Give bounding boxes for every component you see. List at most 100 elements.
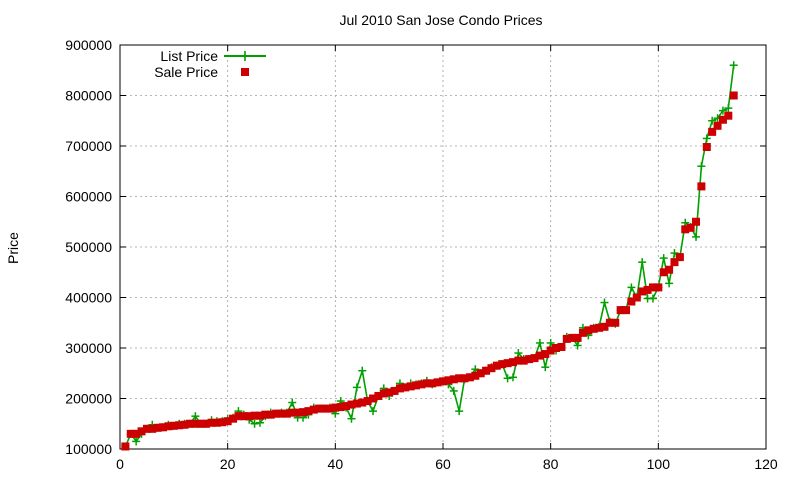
sale-price-point (632, 293, 641, 302)
sale-price-point (562, 334, 571, 343)
list-price-point (708, 116, 717, 125)
sale-price-point (148, 424, 157, 433)
sale-price-point (282, 409, 291, 418)
sale-price-point (476, 369, 485, 378)
sale-price-point (342, 402, 351, 411)
sale-price-point (202, 419, 211, 428)
sale-price-point (288, 408, 297, 417)
sale-price-point (401, 383, 410, 392)
sale-price-point (229, 414, 238, 423)
sale-price-point (169, 421, 178, 430)
sale-price-point (654, 283, 663, 292)
sale-price-point (508, 358, 517, 367)
sale-price-point (239, 412, 248, 421)
list-price-point (541, 363, 550, 372)
sale-price-point (363, 397, 372, 406)
x-tick-label: 0 (116, 456, 124, 472)
sale-price-point (648, 283, 657, 292)
sale-price-point (681, 225, 690, 234)
sale-price-point (675, 253, 684, 262)
sale-price-point (218, 418, 227, 427)
y-tick-label: 800000 (65, 88, 112, 104)
sale-price-point (686, 223, 695, 232)
sale-price-point (573, 333, 582, 342)
sale-price-point (702, 143, 711, 152)
list-price-point (132, 437, 141, 446)
sale-price-point (471, 371, 480, 380)
sale-price-point (395, 384, 404, 393)
sale-price-point (514, 356, 523, 365)
sale-price-point (428, 379, 437, 388)
y-tick-label: 200000 (65, 391, 112, 407)
y-tick-label: 100000 (65, 441, 112, 457)
sale-price-point (589, 324, 598, 333)
legend-marker-list-price (240, 51, 250, 61)
list-price-point (573, 341, 582, 350)
sale-price-point (433, 378, 442, 387)
grid (120, 45, 766, 449)
list-price-point (352, 383, 361, 392)
sale-price-point (568, 333, 577, 342)
list-price-point (546, 338, 555, 347)
legend-label-sale-price: Sale Price (154, 64, 218, 80)
sale-price-point (616, 306, 625, 315)
sale-price-point (670, 258, 679, 267)
sale-price-point (325, 404, 334, 413)
sale-price-point (439, 377, 447, 386)
sale-price-point (482, 366, 491, 375)
sale-price-point (137, 427, 146, 436)
sale-price-point (212, 418, 221, 427)
sale-price-point (385, 388, 394, 397)
sale-price-point (600, 322, 609, 331)
sale-price-point (164, 422, 173, 431)
list-price-point (718, 106, 727, 115)
sale-price-point (358, 398, 367, 407)
list-price-point (369, 407, 378, 416)
sale-price-point (417, 380, 426, 389)
y-tick-label: 400000 (65, 290, 112, 306)
sale-price-point (261, 410, 270, 419)
list-price-point (503, 374, 512, 383)
sale-price-point (535, 351, 544, 360)
sale-price-point (132, 429, 141, 438)
sale-price-point (713, 121, 722, 130)
sale-price-point (503, 359, 512, 368)
list-price-point (288, 398, 297, 407)
sale-price-point (352, 399, 361, 408)
list-price-point (659, 254, 668, 263)
sale-price-point (465, 373, 474, 382)
y-tick-label: 300000 (65, 340, 112, 356)
list-price-point (697, 162, 706, 171)
x-tick-label: 100 (647, 456, 671, 472)
list-price-point (724, 104, 733, 113)
y-axis-label: Price (5, 232, 21, 264)
sale-price-point (422, 379, 431, 388)
list-price-point (449, 386, 458, 395)
sale-price-point (627, 297, 636, 306)
sale-price-point (272, 409, 281, 418)
legend-label-list-price: List Price (160, 48, 218, 64)
sale-price-point (718, 115, 727, 124)
legend-marker-sale-price (241, 68, 249, 76)
sale-price-point (643, 285, 652, 294)
plot-frame (119, 44, 767, 450)
sale-price-point (250, 411, 259, 420)
sale-price-point (729, 91, 738, 100)
sale-price-point (347, 400, 356, 409)
sale-price-point (525, 355, 534, 364)
sale-price-point (584, 326, 593, 335)
series-layer (121, 61, 738, 451)
sale-price-point (622, 306, 631, 315)
sale-price-point (234, 412, 243, 421)
list-price-point (347, 414, 356, 423)
list-price-point (250, 419, 259, 428)
sale-price-point (379, 389, 388, 398)
sale-price-point (185, 419, 194, 428)
sale-price-point (519, 356, 528, 365)
sale-price-point (153, 423, 162, 432)
list-price-point (358, 366, 367, 375)
sale-price-point (245, 412, 254, 421)
x-tick-label: 60 (435, 456, 451, 472)
sale-price-point (293, 408, 302, 417)
